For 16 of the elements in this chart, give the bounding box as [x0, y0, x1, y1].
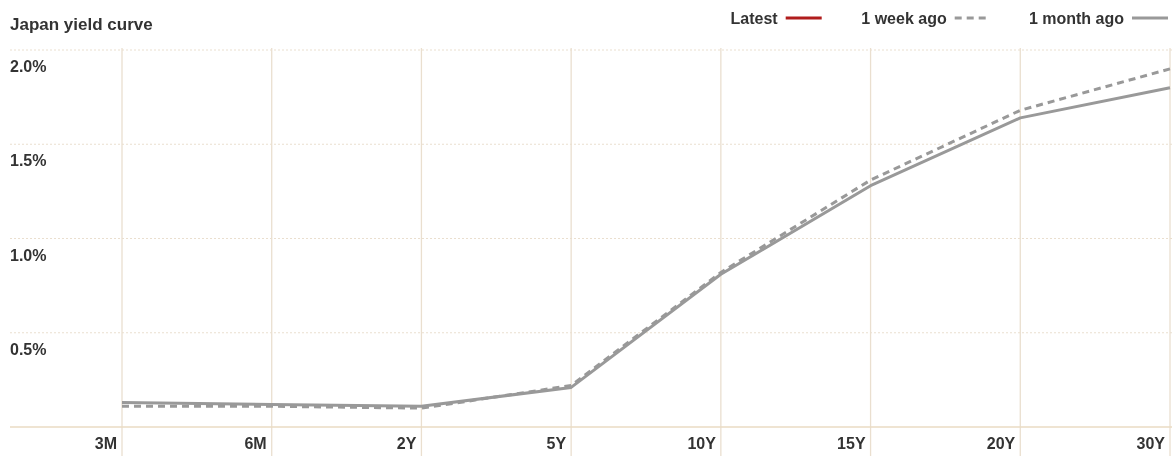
x-tick-label: 6M — [244, 435, 267, 452]
x-tick-label: 30Y — [1136, 435, 1166, 452]
legend-label: 1 week ago — [861, 10, 947, 27]
y-tick-label: 0.5% — [10, 340, 47, 358]
legend-label: 1 month ago — [1028, 10, 1125, 27]
x-tick-label: 10Y — [687, 435, 717, 452]
y-tick-label: 1.0% — [10, 246, 47, 264]
y-tick-label: 2.0% — [10, 58, 47, 75]
legend-label: Latest — [730, 10, 779, 27]
x-tick-label: 2Y — [396, 435, 417, 452]
x-tick-label: 15Y — [837, 435, 866, 452]
chart-title: Japan yield curve — [10, 15, 153, 34]
x-tick-label: 5Y — [546, 435, 567, 452]
y-tick-label: 1.5% — [10, 152, 47, 170]
x-tick-label: 20Y — [986, 435, 1016, 452]
x-tick-label: 3M — [94, 435, 117, 452]
